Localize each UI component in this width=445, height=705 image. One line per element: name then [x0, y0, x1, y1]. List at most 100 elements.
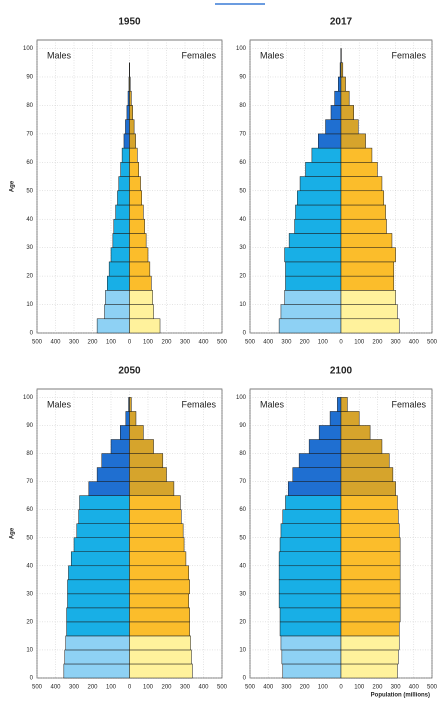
bar — [129, 275, 152, 291]
y-tick-label: 40 — [26, 217, 33, 223]
series-label: Females — [391, 50, 426, 60]
x-tick-label: 200 — [161, 685, 172, 691]
bar — [340, 90, 350, 106]
y-tick-label: 80 — [239, 103, 246, 109]
bar — [129, 579, 190, 595]
x-tick-label: 400 — [263, 685, 274, 691]
bar — [96, 318, 130, 334]
bar — [120, 425, 130, 440]
bar — [115, 204, 130, 220]
bar — [129, 425, 144, 440]
x-tick-label: 100 — [318, 685, 329, 691]
bar — [340, 635, 400, 651]
chart-title: 2050 — [118, 366, 141, 377]
bar — [107, 275, 130, 291]
bar — [340, 304, 398, 320]
x-tick-label: 200 — [87, 685, 98, 691]
bar — [284, 247, 342, 263]
bar — [79, 495, 130, 510]
bar — [297, 190, 342, 206]
bar — [129, 593, 189, 609]
y-tick-label: 20 — [239, 619, 246, 625]
x-tick-label: 400 — [263, 340, 274, 346]
bar — [63, 663, 130, 679]
bar — [278, 551, 342, 567]
series-label: Males — [47, 50, 72, 60]
bar — [278, 579, 342, 595]
bar — [329, 411, 342, 426]
bar — [129, 261, 151, 277]
bar — [299, 176, 342, 192]
y-axis-label: Age — [10, 180, 16, 192]
y-tick-label: 40 — [26, 563, 33, 569]
bar — [287, 481, 342, 496]
bar — [113, 218, 130, 234]
x-tick-label: 100 — [318, 340, 329, 346]
bar — [279, 607, 342, 623]
bar — [73, 537, 130, 552]
bar — [129, 176, 141, 192]
bar — [129, 649, 192, 665]
x-tick-label: 300 — [180, 685, 191, 691]
bar — [129, 439, 154, 454]
y-tick-label: 60 — [239, 160, 246, 166]
y-tick-label: 0 — [243, 331, 247, 337]
x-tick-label: 100 — [106, 685, 117, 691]
bar — [108, 261, 130, 277]
series-label: Females — [181, 50, 216, 60]
y-tick-label: 50 — [239, 188, 246, 194]
y-tick-label: 70 — [26, 479, 33, 485]
y-tick-label: 40 — [239, 217, 246, 223]
bar — [129, 663, 193, 679]
chart-title: 1950 — [118, 17, 141, 28]
x-tick-label: 200 — [372, 685, 383, 691]
bar — [340, 663, 398, 679]
y-tick-label: 50 — [26, 188, 33, 194]
bar — [285, 261, 342, 277]
x-tick-label: 100 — [354, 340, 365, 346]
bar — [280, 635, 342, 651]
series-label: Males — [260, 399, 285, 409]
bar — [110, 439, 130, 454]
bar — [340, 119, 359, 135]
y-tick-label: 0 — [30, 676, 34, 682]
bar — [279, 621, 342, 637]
y-tick-label: 10 — [239, 648, 246, 654]
bar — [340, 607, 401, 623]
bar — [67, 593, 130, 609]
bar — [65, 635, 130, 651]
y-tick-label: 20 — [26, 619, 33, 625]
y-tick-label: 50 — [26, 535, 33, 541]
bar — [340, 397, 348, 412]
bar — [129, 76, 131, 92]
bar — [288, 233, 342, 248]
bar — [129, 133, 136, 149]
bar — [280, 523, 342, 538]
x-tick-label: 300 — [281, 685, 292, 691]
bar — [340, 218, 387, 234]
x-tick-label: 500 — [427, 340, 438, 346]
y-tick-label: 50 — [239, 535, 246, 541]
bar — [295, 204, 342, 220]
bar — [129, 162, 139, 177]
bar — [70, 551, 130, 567]
bar — [305, 162, 342, 177]
bar — [340, 411, 360, 426]
bar — [282, 509, 342, 524]
bar — [340, 318, 400, 334]
x-tick-label: 100 — [143, 340, 154, 346]
x-tick-label: 500 — [245, 340, 256, 346]
y-tick-label: 40 — [239, 563, 246, 569]
bar — [129, 481, 175, 496]
bar — [129, 318, 161, 334]
bar — [280, 304, 342, 320]
bar — [129, 621, 190, 637]
bar — [129, 397, 132, 412]
x-tick-label: 0 — [128, 340, 132, 346]
x-tick-label: 200 — [161, 340, 172, 346]
y-tick-label: 30 — [26, 245, 33, 251]
y-tick-label: 100 — [236, 395, 247, 401]
bar — [67, 579, 130, 595]
bar — [129, 509, 182, 524]
